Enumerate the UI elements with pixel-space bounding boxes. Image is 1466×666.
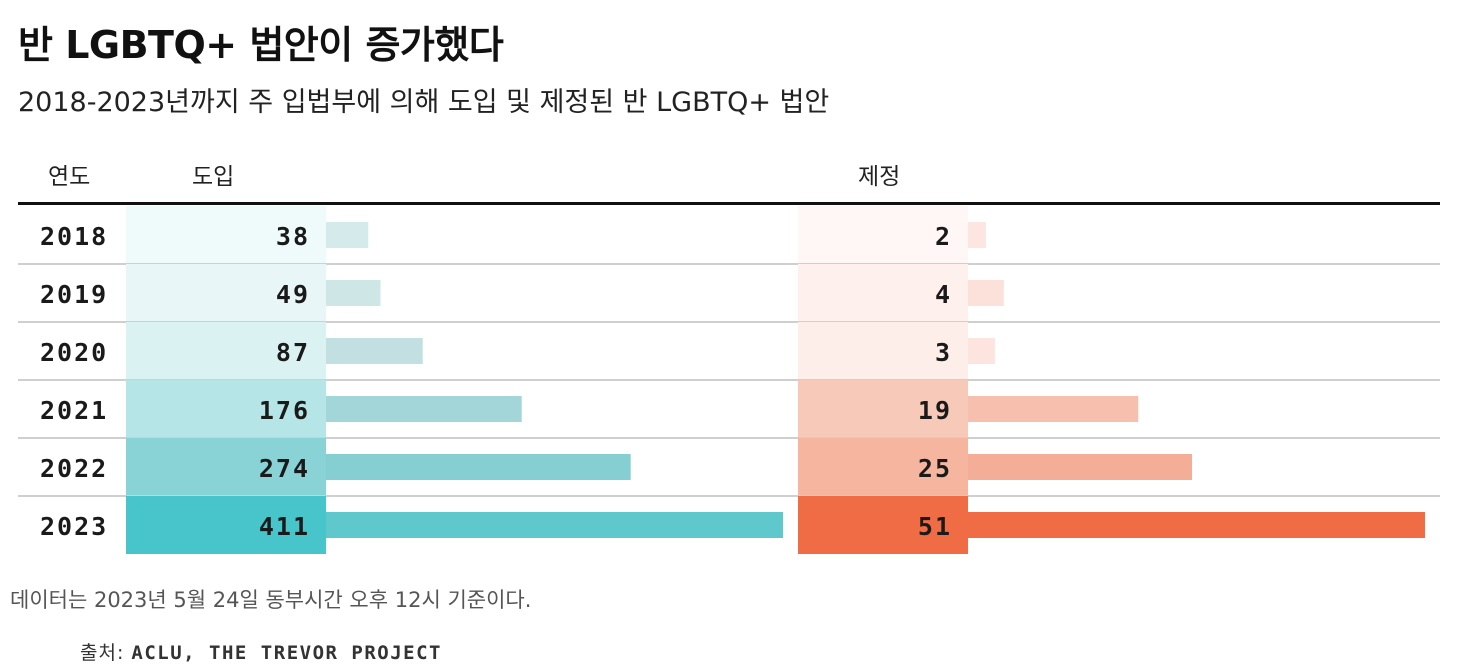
source-line: 출처: ACLU, THE TREVOR PROJECT (80, 638, 442, 665)
header-rule (18, 202, 1440, 205)
introduced-bar (326, 338, 423, 364)
row-divider (18, 263, 1440, 265)
enacted-value-label: 4 (935, 280, 952, 309)
source-label: 출처: (80, 642, 125, 664)
introduced-cell (126, 438, 326, 496)
enacted-cell (798, 380, 968, 438)
enacted-cell (798, 206, 968, 264)
enacted-bar (968, 280, 1004, 306)
enacted-value-label: 25 (918, 454, 952, 483)
introduced-cell (126, 322, 326, 380)
introduced-bar (326, 280, 381, 306)
enacted-bar (968, 396, 1139, 422)
enacted-value-label: 2 (935, 222, 952, 251)
introduced-cell (126, 496, 326, 554)
enacted-value-label: 19 (918, 396, 952, 425)
year-label: 2023 (40, 512, 108, 541)
footnote: 데이터는 2023년 5월 24일 동부시간 오후 12시 기준이다. (10, 588, 532, 612)
enacted-value-label: 3 (935, 338, 952, 367)
row-divider (18, 379, 1440, 381)
year-label: 2018 (40, 222, 108, 251)
introduced-value-label: 274 (259, 454, 310, 483)
chart-rows: 2018 38 2 2019 49 4 2020 87 3 2021 176 19 2022 274 25 2… (18, 206, 1440, 554)
row-divider (18, 495, 1440, 497)
enacted-cell (798, 496, 968, 554)
enacted-bar (968, 454, 1193, 480)
column-header-enacted: 제정 (858, 164, 900, 190)
introduced-bar (326, 222, 369, 248)
introduced-value-label: 49 (276, 280, 310, 309)
column-header-year: 연도 (48, 164, 90, 190)
chart-subtitle: 2018-2023년까지 주 입법부에 의해 도입 및 제정된 반 LGBTQ+… (18, 87, 830, 118)
enacted-value-label: 51 (918, 512, 952, 541)
introduced-value-label: 87 (276, 338, 310, 367)
introduced-value-label: 176 (259, 396, 310, 425)
enacted-cell (798, 438, 968, 496)
column-header-introduced: 도입 (192, 164, 234, 190)
year-label: 2020 (40, 338, 108, 367)
enacted-bar (968, 338, 995, 364)
chart-title: 반 LGBTQ+ 법안이 증가했다 (18, 23, 504, 67)
enacted-bar (968, 512, 1425, 538)
introduced-bar (326, 454, 631, 480)
introduced-value-label: 411 (259, 512, 310, 541)
enacted-cell (798, 322, 968, 380)
introduced-cell (126, 206, 326, 264)
row-divider (18, 437, 1440, 439)
enacted-bar (968, 222, 986, 248)
year-label: 2021 (40, 396, 108, 425)
introduced-value-label: 38 (276, 222, 310, 251)
introduced-bar (326, 396, 522, 422)
introduced-bar (326, 512, 783, 538)
source-value: ACLU, THE TREVOR PROJECT (131, 642, 442, 664)
introduced-cell (126, 264, 326, 322)
row-divider (18, 321, 1440, 323)
introduced-cell (126, 380, 326, 438)
enacted-cell (798, 264, 968, 322)
year-label: 2022 (40, 454, 108, 483)
year-label: 2019 (40, 280, 108, 309)
